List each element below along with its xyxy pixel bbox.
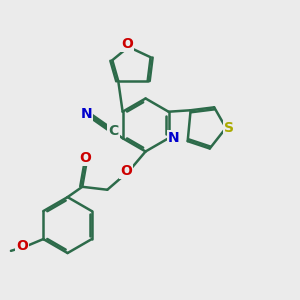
Text: S: S	[224, 121, 234, 135]
Text: O: O	[16, 239, 28, 254]
Text: C: C	[108, 124, 118, 138]
Text: O: O	[79, 151, 91, 165]
Text: N: N	[168, 131, 180, 145]
Text: O: O	[120, 164, 132, 178]
Text: O: O	[121, 37, 133, 51]
Text: N: N	[81, 107, 92, 121]
